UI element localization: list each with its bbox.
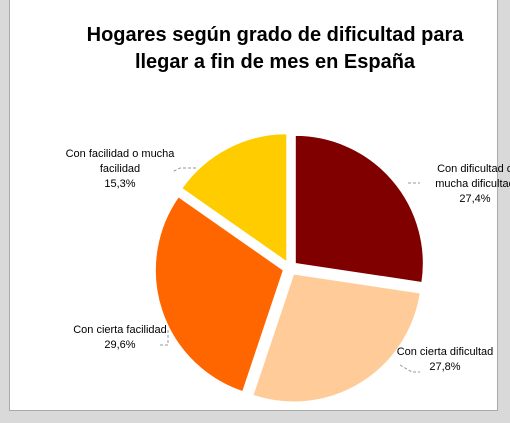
slice-label: Con cierta facilidad 29,6% <box>65 323 175 353</box>
pie-slice <box>252 273 421 403</box>
leader-line <box>171 167 196 173</box>
slice-label: Con facilidad o mucha facilidad 15,3% <box>65 147 175 192</box>
value-label: 29,6% <box>104 339 136 351</box>
category-label: Con facilidad o mucha facilidad <box>65 148 175 175</box>
pie-slice <box>294 134 424 284</box>
leader-lines <box>160 167 420 373</box>
slice-label: Con cierta dificultad 27,8% <box>390 345 500 375</box>
pie-slice <box>181 133 288 263</box>
value-label: 15,3% <box>104 178 136 190</box>
value-label: 27,8% <box>429 361 461 373</box>
category-label: Con cierta dificultad <box>396 346 494 358</box>
chart-title: Hogares según grado de dificultad para l… <box>86 24 464 73</box>
category-label: Con dificultad o mucha dificultad <box>435 163 510 190</box>
pie-slice <box>154 196 284 393</box>
value-label: 27,4% <box>459 193 491 205</box>
leader-line <box>160 330 169 346</box>
slice-label: Con dificultad o mucha dificultad 27,4% <box>420 162 510 207</box>
category-label: Con cierta facilidad <box>73 324 167 336</box>
